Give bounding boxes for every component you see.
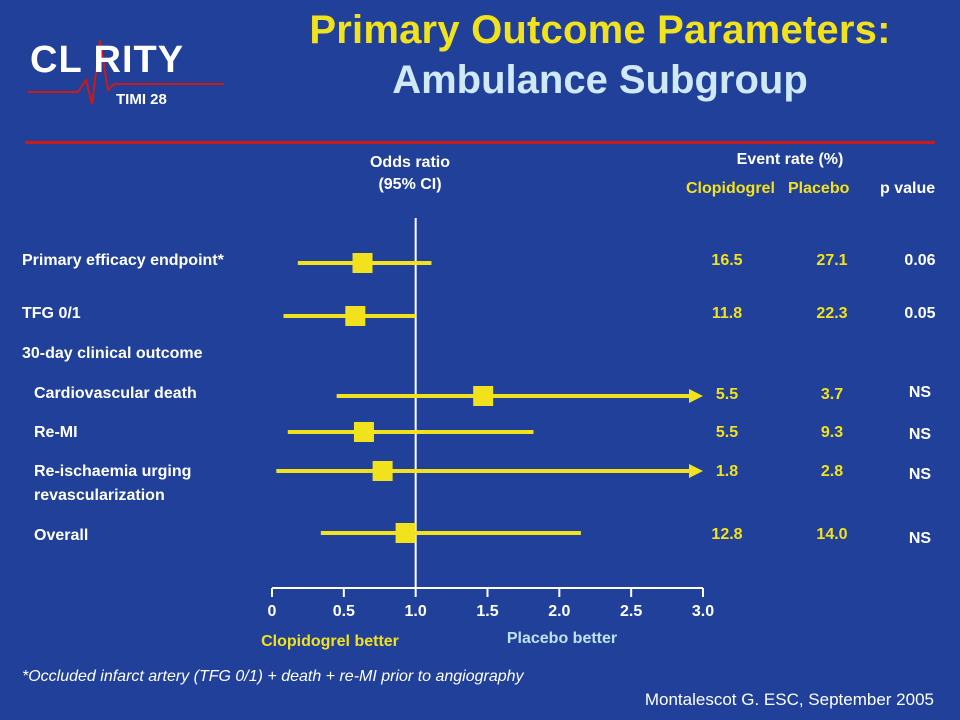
row-label-tfg: TFG 0/1 bbox=[22, 305, 81, 322]
p-value: NS bbox=[908, 466, 932, 483]
x-tick-label: 1.0 bbox=[405, 603, 427, 620]
odds-ratio-marker bbox=[395, 523, 416, 543]
x-tick-label: 3.0 bbox=[692, 603, 714, 620]
p-value-column-header: p value bbox=[880, 180, 936, 197]
p-value: 0.06 bbox=[904, 252, 936, 269]
ci-arrow-icon bbox=[689, 464, 703, 478]
odds-ratio-marker bbox=[345, 306, 366, 326]
x-tick-label: 0.5 bbox=[333, 603, 355, 620]
clopidogrel-better-label: Clopidogrel better bbox=[261, 633, 399, 650]
p-value: NS bbox=[908, 426, 932, 443]
x-tick-label: 0 bbox=[268, 603, 277, 620]
placebo-value: 9.3 bbox=[820, 424, 844, 441]
clopidogrel-value: 12.8 bbox=[711, 526, 743, 543]
row-label-overall: Overall bbox=[34, 527, 89, 544]
clarity-logo: CL RITY TIMI 28 bbox=[28, 39, 224, 108]
x-tick-label: 1.5 bbox=[476, 603, 498, 620]
placebo-value: 22.3 bbox=[816, 305, 848, 322]
odds-ratio-header-line2: (95% CI) bbox=[378, 176, 442, 193]
p-value: NS bbox=[908, 530, 932, 547]
ecg-trace-icon bbox=[28, 39, 224, 105]
ci-arrow-icon bbox=[689, 389, 703, 403]
logo-subtext: TIMI 28 bbox=[116, 91, 167, 108]
row-label-primary-efficacy: Primary efficacy endpoint* bbox=[22, 252, 224, 269]
row-label-re-ischaemia-line2: revascularization bbox=[34, 487, 165, 504]
odds-ratio-marker bbox=[352, 253, 373, 273]
odds-ratio-header: Odds ratio (95% CI) bbox=[330, 154, 490, 194]
clopidogrel-column-header: Clopidogrel bbox=[686, 180, 775, 197]
row-label-re-mi: Re-MI bbox=[34, 424, 78, 441]
odds-ratio-header-line1: Odds ratio bbox=[369, 154, 450, 171]
placebo-better-label: Placebo better bbox=[507, 630, 617, 647]
page-subtitle: Ambulance Subgroup bbox=[392, 58, 808, 102]
placebo-value: 14.0 bbox=[816, 526, 848, 543]
odds-ratio-marker bbox=[353, 422, 374, 442]
clopidogrel-value: 5.5 bbox=[715, 386, 739, 403]
clopidogrel-value: 5.5 bbox=[715, 424, 739, 441]
footnote: *Occluded infarct artery (TFG 0/1) + dea… bbox=[22, 668, 524, 685]
placebo-value: 3.7 bbox=[820, 386, 844, 403]
p-value: 0.05 bbox=[904, 305, 936, 322]
placebo-value: 27.1 bbox=[816, 252, 848, 269]
x-tick-label: 2.5 bbox=[620, 603, 642, 620]
p-value: NS bbox=[908, 384, 932, 401]
odds-ratio-marker bbox=[372, 461, 393, 481]
page-title: Primary Outcome Parameters: bbox=[309, 8, 891, 52]
section-header-30-day: 30-day clinical outcome bbox=[22, 345, 203, 362]
clopidogrel-value: 11.8 bbox=[711, 305, 743, 322]
x-tick-label: 2.0 bbox=[548, 603, 570, 620]
citation: Montalescot G. ESC, September 2005 bbox=[644, 690, 934, 709]
row-label-re-ischaemia: Re-ischaemia urging bbox=[34, 463, 192, 480]
row-label-cv-death: Cardiovascular death bbox=[34, 385, 197, 402]
placebo-value: 2.8 bbox=[820, 463, 844, 480]
event-rate-header: Event rate (%) bbox=[736, 151, 844, 168]
logo-text: CL RITY bbox=[30, 39, 184, 81]
clopidogrel-value: 1.8 bbox=[715, 463, 739, 480]
title-divider bbox=[25, 141, 935, 144]
clopidogrel-value: 16.5 bbox=[711, 252, 743, 269]
placebo-column-header: Placebo bbox=[788, 180, 850, 197]
odds-ratio-marker bbox=[473, 386, 494, 406]
